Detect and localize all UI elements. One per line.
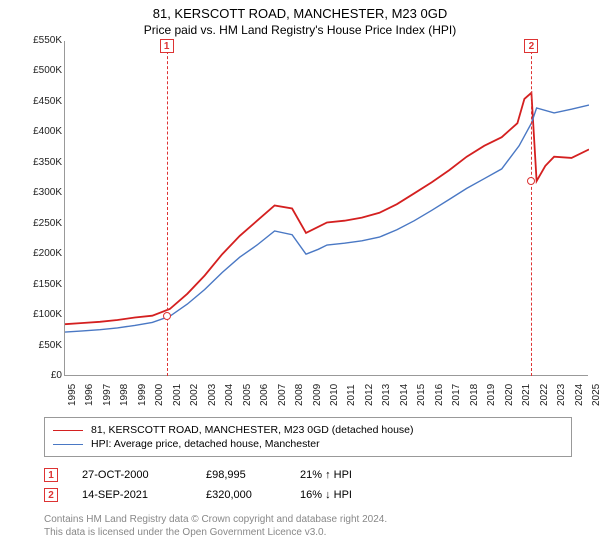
y-axis-label: £0 <box>28 370 62 381</box>
x-axis-label: 2021 <box>521 384 532 406</box>
event-date: 14-SEP-2021 <box>82 489 182 501</box>
event-price: £98,995 <box>206 469 276 481</box>
event-date: 27-OCT-2000 <box>82 469 182 481</box>
x-axis-label: 1999 <box>137 384 148 406</box>
series-price_paid <box>65 93 589 324</box>
y-axis-label: £250K <box>28 218 62 229</box>
x-axis-label: 2003 <box>207 384 218 406</box>
y-axis-label: £150K <box>28 279 62 290</box>
x-axis-label: 2011 <box>346 384 357 406</box>
legend-row: 81, KERSCOTT ROAD, MANCHESTER, M23 0GD (… <box>53 423 563 437</box>
x-axis-label: 2000 <box>154 384 165 406</box>
x-axis-label: 2018 <box>469 384 480 406</box>
series-hpi <box>65 105 589 332</box>
transaction-events: 1 27-OCT-2000 £98,995 21% ↑ HPI 2 14-SEP-2021… <box>44 465 572 505</box>
x-axis-label: 2006 <box>259 384 270 406</box>
event-diff: 21% ↑ HPI <box>300 469 400 481</box>
x-axis-label: 2007 <box>277 384 288 406</box>
event-row: 1 27-OCT-2000 £98,995 21% ↑ HPI <box>44 465 572 485</box>
x-axis-label: 2002 <box>189 384 200 406</box>
event-marker-line <box>531 41 532 376</box>
footer-line1: Contains HM Land Registry data © Crown c… <box>44 513 572 526</box>
event-data-marker <box>163 312 171 320</box>
x-axis-label: 2013 <box>381 384 392 406</box>
chart-area: £0 £50K £100K £150K £200K £250K £300K £350K £400… <box>28 41 588 411</box>
event-row: 2 14-SEP-2021 £320,000 16% ↓ HPI <box>44 485 572 505</box>
x-axis-label: 2009 <box>312 384 323 406</box>
x-axis-label: 1996 <box>84 384 95 406</box>
y-axis-label: £50K <box>28 340 62 351</box>
x-axis-label: 2008 <box>294 384 305 406</box>
y-axis-label: £200K <box>28 248 62 259</box>
legend-row: HPI: Average price, detached house, Manc… <box>53 437 563 451</box>
y-axis-label: £450K <box>28 96 62 107</box>
x-axis-label: 2017 <box>451 384 462 406</box>
legend-label: HPI: Average price, detached house, Manc… <box>91 438 320 450</box>
x-axis-label: 2005 <box>242 384 253 406</box>
chart-title: 81, KERSCOTT ROAD, MANCHESTER, M23 0GD <box>0 0 600 21</box>
event-number-box: 1 <box>44 468 58 482</box>
x-axis-label: 2001 <box>172 384 183 406</box>
footer-line2: This data is licensed under the Open Gov… <box>44 526 572 539</box>
x-axis-label: 2025 <box>591 384 600 406</box>
chart-subtitle: Price paid vs. HM Land Registry's House … <box>0 21 600 41</box>
y-axis-label: £500K <box>28 65 62 76</box>
legend-swatch <box>53 444 83 445</box>
legend-swatch <box>53 430 83 431</box>
chart-lines <box>65 41 589 376</box>
plot-area: 12 <box>64 41 588 376</box>
footer-attribution: Contains HM Land Registry data © Crown c… <box>44 513 572 539</box>
x-axis-label: 2019 <box>486 384 497 406</box>
x-axis-label: 1995 <box>67 384 78 406</box>
y-axis-label: £550K <box>28 35 62 46</box>
event-marker-line <box>167 41 168 376</box>
x-axis-label: 2015 <box>416 384 427 406</box>
y-axis-label: £100K <box>28 309 62 320</box>
x-axis-label: 2014 <box>399 384 410 406</box>
x-axis-label: 2012 <box>364 384 375 406</box>
y-axis-label: £300K <box>28 187 62 198</box>
event-marker-box: 2 <box>524 39 538 53</box>
event-diff: 16% ↓ HPI <box>300 489 400 501</box>
chart-legend: 81, KERSCOTT ROAD, MANCHESTER, M23 0GD (… <box>44 417 572 457</box>
x-axis-label: 2022 <box>539 384 550 406</box>
event-price: £320,000 <box>206 489 276 501</box>
event-marker-box: 1 <box>160 39 174 53</box>
x-axis-label: 1997 <box>102 384 113 406</box>
x-axis-label: 2004 <box>224 384 235 406</box>
x-axis-label: 2023 <box>556 384 567 406</box>
x-axis-label: 2016 <box>434 384 445 406</box>
legend-label: 81, KERSCOTT ROAD, MANCHESTER, M23 0GD (… <box>91 424 414 436</box>
event-number-box: 2 <box>44 488 58 502</box>
y-axis-label: £400K <box>28 126 62 137</box>
x-axis-label: 1998 <box>119 384 130 406</box>
x-axis-label: 2020 <box>504 384 515 406</box>
y-axis-label: £350K <box>28 157 62 168</box>
x-axis-label: 2010 <box>329 384 340 406</box>
x-axis-label: 2024 <box>574 384 585 406</box>
